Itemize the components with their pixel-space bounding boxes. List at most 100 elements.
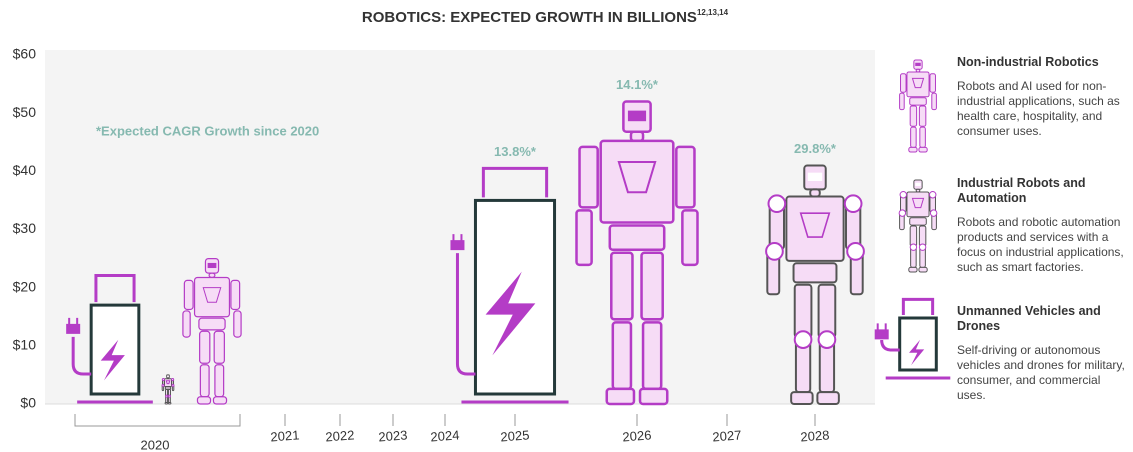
robot-joint — [171, 383, 175, 387]
robot-leg — [909, 105, 918, 127]
robot-arm — [929, 73, 936, 93]
robot-joint — [909, 243, 918, 251]
legend-icon — [874, 297, 951, 380]
battery-cap — [481, 166, 549, 198]
robot-visor — [915, 182, 921, 186]
robot-foot — [638, 387, 669, 406]
robot-pelvis — [164, 386, 172, 390]
legend-text: Self-driving or autonomous vehicles and … — [957, 343, 1125, 402]
robot-pelvis — [198, 317, 226, 331]
robot-forearm — [182, 310, 191, 338]
battery-cap — [94, 273, 136, 303]
robot-leg — [909, 225, 918, 247]
battery-plug — [874, 323, 889, 340]
cagr-label: 13.8%* — [494, 144, 537, 159]
robot-foot — [908, 146, 918, 153]
robot-joint — [843, 194, 863, 214]
robot-torso — [599, 139, 675, 224]
robot-foot — [167, 402, 172, 405]
robot-chest — [165, 380, 171, 385]
robot-leg — [817, 283, 837, 339]
battery-body — [473, 198, 557, 396]
cagr-label: 14.1%* — [616, 77, 659, 92]
data-figure — [66, 273, 153, 404]
robot-forearm — [233, 310, 242, 338]
battery-body — [89, 303, 141, 396]
cagr-label: 29.8%* — [794, 141, 837, 156]
y-tick-label: $10 — [13, 337, 37, 353]
robot-chest — [617, 161, 657, 194]
robot-foot — [605, 387, 636, 406]
legend-icon — [898, 179, 938, 273]
y-tick-label: $30 — [13, 220, 37, 236]
x-tick-label: 2024 — [430, 427, 460, 444]
robot-arm — [675, 145, 696, 209]
chart-title: ROBOTICS: EXPECTED GROWTH IN BILLIONS12,… — [362, 8, 729, 26]
legend-entry: Unmanned Vehicles and Drones Self-driving… — [957, 304, 1129, 403]
robot-joint — [767, 194, 787, 214]
robot-leg — [793, 283, 813, 339]
y-tick-label: $50 — [13, 104, 37, 120]
x-tick-label: 2027 — [712, 427, 742, 444]
robot-shin — [641, 321, 663, 391]
robot-foot — [196, 396, 212, 405]
robot-forearm — [899, 92, 905, 111]
robot-joint — [929, 209, 938, 217]
robot-arm — [230, 279, 241, 311]
robot-chest — [911, 197, 925, 209]
battery-bolt — [100, 339, 125, 381]
robot-leg — [610, 251, 634, 321]
robot-torso — [164, 378, 172, 388]
robot-chest — [911, 77, 925, 89]
data-figure — [765, 164, 865, 405]
robot-joint — [918, 243, 927, 251]
y-tick-label: $40 — [13, 162, 37, 178]
robot-shin — [910, 126, 917, 148]
y-tick-label: $60 — [13, 46, 37, 62]
legend-text: Robots and robotic automation products a… — [957, 215, 1124, 274]
robot-pelvis — [909, 217, 927, 226]
x-tick-label: 2022 — [325, 427, 355, 444]
robot-foot — [212, 396, 228, 405]
robot-forearm — [681, 209, 699, 267]
battery-cord — [880, 339, 900, 352]
robot-chest — [799, 212, 831, 238]
robot-foot — [790, 391, 814, 405]
robot-neck — [809, 188, 821, 198]
battery-plug — [450, 234, 465, 251]
x-tick-label: 2025 — [500, 427, 530, 444]
y-tick-label: $20 — [13, 278, 37, 294]
robot-joint — [765, 242, 784, 261]
battery-body — [898, 316, 938, 372]
legend-title: Industrial Robots and Automation — [957, 176, 1086, 205]
robot-joint — [817, 330, 837, 349]
y-tick-label: $0 — [20, 395, 36, 411]
robot-pelvis — [608, 224, 666, 252]
robot-shin — [611, 321, 633, 391]
robot-neck — [208, 272, 216, 279]
robot-visor — [627, 110, 647, 122]
robot-joint — [898, 209, 907, 217]
x-tick-label: 2020 — [141, 437, 170, 452]
battery-bolt — [485, 271, 536, 356]
robot-pelvis — [909, 97, 927, 106]
robot-visor — [207, 262, 217, 269]
robot-leg — [918, 225, 927, 247]
robot-foot — [918, 146, 928, 153]
x-tick-label: 2023 — [378, 427, 408, 444]
robot-torso — [906, 191, 930, 218]
robot-visor — [807, 172, 823, 182]
battery-plug — [66, 317, 81, 334]
robot-leg — [213, 330, 225, 364]
x-tick-label: 2021 — [270, 427, 300, 444]
robot-foot — [918, 266, 928, 273]
robot-shin — [919, 126, 926, 148]
legend-entry: Non-industrial Robotics Robots and AI use… — [957, 55, 1129, 139]
robot-joint — [846, 242, 865, 261]
robot-visor — [167, 375, 169, 377]
title-text: ROBOTICS: EXPECTED GROWTH IN BILLIONS — [362, 9, 697, 26]
plot-background — [45, 50, 875, 404]
robot-shin — [214, 364, 225, 398]
